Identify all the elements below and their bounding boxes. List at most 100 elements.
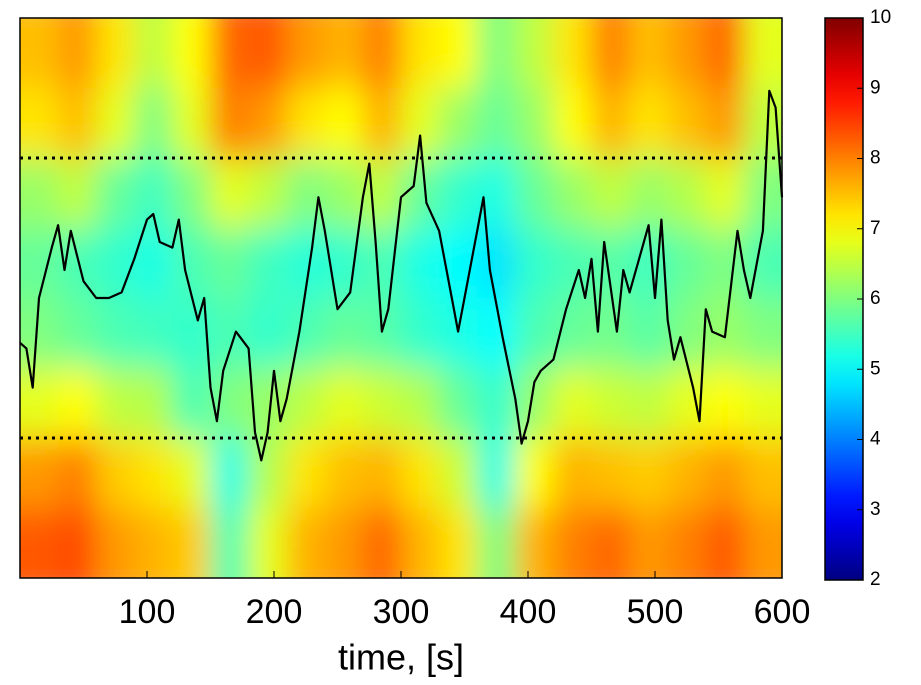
heatmap-cell — [477, 228, 517, 299]
heatmap-cell — [58, 298, 98, 369]
heatmap-cell — [401, 368, 441, 439]
heatmap-cell — [248, 438, 288, 509]
heatmap-cell — [20, 438, 60, 509]
heatmap-cell — [667, 438, 707, 509]
heatmap-cell — [248, 88, 288, 159]
heatmap-cell — [477, 368, 517, 439]
heatmap-cell — [96, 88, 136, 159]
heatmap-cell — [324, 158, 364, 229]
heatmap-cell — [515, 368, 555, 439]
heatmap-cell — [134, 18, 174, 89]
heatmap-cell — [324, 18, 364, 89]
heatmap-cell — [248, 508, 288, 578]
heatmap-cell — [439, 298, 479, 369]
colorbar-tick-label: 2 — [870, 569, 881, 590]
heatmap-cell — [667, 158, 707, 229]
heatmap-cell — [591, 438, 631, 509]
heatmap-cell — [134, 508, 174, 578]
heatmap-cell — [515, 508, 555, 578]
heatmap-cell — [324, 508, 364, 578]
heatmap-cell — [439, 508, 479, 578]
heatmap-cell — [553, 158, 593, 229]
x-tick-label: 200 — [246, 593, 303, 631]
heatmap-cell — [705, 158, 745, 229]
heatmap-cell — [743, 438, 782, 509]
heatmap-cell — [248, 18, 288, 89]
heatmap-cell — [705, 368, 745, 439]
heatmap — [20, 18, 782, 578]
heatmap-cell — [362, 88, 402, 159]
x-tick-label: 100 — [119, 593, 176, 631]
heatmap-cell — [210, 368, 250, 439]
heatmap-cell — [553, 368, 593, 439]
heatmap-cell — [96, 368, 136, 439]
line — [19, 89, 784, 462]
heatmap-cell — [515, 228, 555, 299]
heatmap-cell — [134, 298, 174, 369]
heatmap-cell — [515, 158, 555, 229]
heatmap-cell — [58, 508, 98, 578]
heatmap-cell — [172, 88, 212, 159]
heatmap-cell — [477, 508, 517, 578]
heatmap-cell — [134, 368, 174, 439]
heatmap-cell — [96, 508, 136, 578]
colorbar-tick-label: 8 — [870, 148, 881, 169]
heatmap-cell — [286, 18, 326, 89]
heatmap-cell — [439, 18, 479, 89]
heatmap-cell — [515, 18, 555, 89]
heatmap-cell — [401, 18, 441, 89]
heatmap-cell — [286, 158, 326, 229]
heatmap-cell — [20, 298, 60, 369]
heatmap-cell — [439, 88, 479, 159]
heatmap-cell — [591, 88, 631, 159]
heatmap-cell — [743, 298, 782, 369]
heatmap-cell — [286, 368, 326, 439]
heatmap-cell — [477, 88, 517, 159]
x-tick-label: 600 — [754, 593, 811, 631]
heatmap-cell — [743, 508, 782, 578]
heatmap-cell — [248, 228, 288, 299]
heatmap-cell — [477, 438, 517, 509]
heatmap-cell — [210, 18, 250, 89]
heatmap-cell — [134, 88, 174, 159]
colorbar-tick-label: 6 — [870, 288, 881, 309]
heatmap-cell — [743, 18, 782, 89]
heatmap-cell — [401, 508, 441, 578]
heatmap-cell — [629, 298, 669, 369]
heatmap-cell — [210, 298, 250, 369]
heatmap-cell — [439, 438, 479, 509]
heatmap-cell — [248, 158, 288, 229]
heatmap-cell — [210, 508, 250, 578]
heatmap-cell — [20, 508, 60, 578]
heatmap-cell — [58, 88, 98, 159]
colorbar-tick-label: 10 — [870, 7, 891, 28]
heatmap-cell — [477, 18, 517, 89]
heatmap-cell — [629, 368, 669, 439]
heatmap-cell — [553, 438, 593, 509]
heatmap-cell — [553, 88, 593, 159]
heatmap-cell — [591, 158, 631, 229]
heatmap-cell — [134, 438, 174, 509]
heatmap-cell — [591, 508, 631, 578]
heatmap-cell — [58, 368, 98, 439]
heatmap-cell — [96, 18, 136, 89]
heatmap-cell — [286, 298, 326, 369]
heatmap-cell — [515, 88, 555, 159]
heatmap-cell — [286, 88, 326, 159]
heatmap-cell — [439, 158, 479, 229]
heatmap-cell — [20, 18, 60, 89]
heatmap-cell — [515, 298, 555, 369]
heatmap-cell — [96, 158, 136, 229]
colorbar-tick-label: 9 — [870, 77, 881, 98]
heatmap-cell — [743, 368, 782, 439]
heatmap-cell — [96, 298, 136, 369]
heatmap-cell — [401, 438, 441, 509]
heatmap-cell — [20, 228, 60, 299]
x-tick-label: 500 — [627, 593, 684, 631]
heatmap-cell — [705, 438, 745, 509]
heatmap-cell — [172, 368, 212, 439]
heatmap-cell — [172, 18, 212, 89]
heatmap-cell — [210, 158, 250, 229]
heatmap-cell — [172, 438, 212, 509]
